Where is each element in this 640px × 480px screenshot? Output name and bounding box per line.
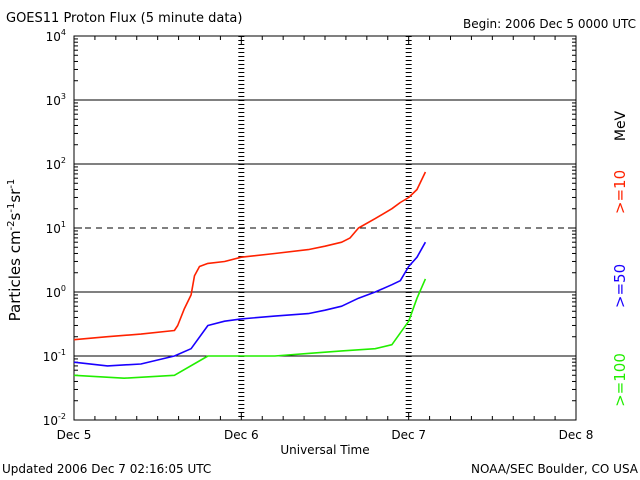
x-tick-label: Dec 7 bbox=[391, 428, 426, 442]
legend-ge10: >=10 bbox=[611, 170, 629, 214]
x-tick-label: Dec 6 bbox=[224, 428, 259, 442]
y-tick-label: 104 bbox=[46, 28, 66, 44]
y-tick-label: 102 bbox=[46, 156, 66, 172]
legend-ge50: >=50 bbox=[611, 264, 629, 308]
updated-timestamp: Updated 2006 Dec 7 02:16:05 UTC bbox=[2, 462, 211, 476]
legend-ge100: >=100 bbox=[611, 353, 629, 407]
y-tick-label: 10-2 bbox=[43, 412, 66, 428]
series-line-ge10 bbox=[73, 171, 427, 341]
y-tick-label: 101 bbox=[46, 220, 66, 236]
y-tick-label: 103 bbox=[46, 92, 66, 108]
x-tick-label: Dec 5 bbox=[57, 428, 92, 442]
series-line-ge100 bbox=[73, 278, 427, 380]
legend-unit: MeV bbox=[613, 110, 629, 141]
y-axis-label: Particles cm-2s-1sr-1 bbox=[6, 179, 24, 322]
y-tick-label: 10-1 bbox=[43, 348, 66, 364]
x-axis-label: Universal Time bbox=[280, 443, 369, 457]
chart-title: GOES11 Proton Flux (5 minute data) bbox=[6, 11, 242, 26]
y-tick-label: 100 bbox=[46, 284, 66, 300]
x-tick-label: Dec 8 bbox=[559, 428, 594, 442]
series-line-ge50 bbox=[73, 241, 427, 367]
source-credit: NOAA/SEC Boulder, CO USA bbox=[471, 462, 639, 476]
begin-time: Begin: 2006 Dec 5 0000 UTC bbox=[463, 17, 636, 31]
